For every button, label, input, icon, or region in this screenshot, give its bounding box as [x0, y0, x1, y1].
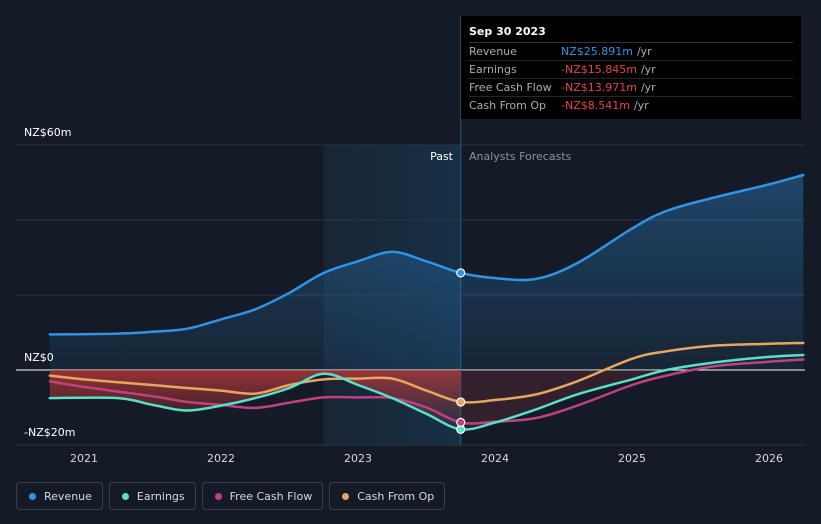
tooltip-label: Cash From Op	[469, 99, 547, 112]
x-tick-label: 2026	[755, 452, 783, 465]
tooltip-value: -NZ$13.971m	[561, 81, 637, 94]
highlight-point-cash-from-op	[456, 397, 466, 407]
forecast-label: Analysts Forecasts	[469, 150, 572, 163]
legend-item-cash-from-op[interactable]: Cash From Op	[329, 482, 446, 510]
revenue-area	[49, 175, 804, 370]
legend-label: Revenue	[44, 489, 92, 503]
tooltip-label: Revenue	[469, 45, 517, 58]
legend-label: Cash From Op	[357, 489, 435, 503]
tooltip-value: NZ$25.891m	[561, 45, 633, 58]
x-tick-label: 2021	[70, 452, 98, 465]
tooltip-unit: /yr	[640, 81, 656, 94]
tooltip-label: Earnings	[469, 63, 517, 76]
tooltip-value: -NZ$8.541m	[561, 99, 630, 112]
tooltip-row-free-cash-flow: Free Cash Flow -NZ$13.971m /yr	[469, 79, 793, 97]
legend-item-earnings[interactable]: Earnings	[108, 482, 196, 510]
tooltip: Sep 30 2023 Revenue NZ$25.891m /yr Earni…	[461, 16, 801, 119]
x-tick-label: 2025	[618, 452, 646, 465]
legend-dot-icon	[342, 492, 350, 500]
legend-label: Free Cash Flow	[229, 489, 313, 503]
y-label-bottom: -NZ$20m	[24, 426, 75, 439]
y-label-top: NZ$60m	[24, 126, 71, 139]
tooltip-unit: /yr	[636, 45, 652, 58]
tooltip-value: -NZ$15.845m	[561, 63, 637, 76]
tooltip-unit: /yr	[633, 99, 649, 112]
tooltip-date: Sep 30 2023	[469, 24, 793, 43]
legend-label: Earnings	[136, 489, 185, 503]
tooltip-row-revenue: Revenue NZ$25.891m /yr	[469, 43, 793, 61]
past-label: Past	[430, 150, 454, 163]
earnings-forecast-negative-area	[460, 370, 667, 430]
x-tick-label: 2023	[344, 452, 372, 465]
x-tick-label: 2022	[207, 452, 235, 465]
legend-dot-icon	[121, 492, 129, 500]
series-line-cash-from-op	[48, 341, 805, 404]
legend: Revenue Earnings Free Cash Flow Cash Fro…	[16, 482, 446, 510]
x-tick-label: 2024	[481, 452, 509, 465]
legend-item-revenue[interactable]: Revenue	[16, 482, 103, 510]
legend-item-free-cash-flow[interactable]: Free Cash Flow	[201, 482, 324, 510]
series-line-revenue	[48, 173, 805, 336]
highlight-point-free-cash-flow	[456, 417, 466, 427]
highlight-point-revenue	[456, 268, 466, 278]
tooltip-label: Free Cash Flow	[469, 81, 552, 94]
series-line-earnings	[48, 353, 805, 431]
legend-dot-icon	[214, 492, 222, 500]
legend-dot-icon	[29, 492, 36, 500]
tooltip-row-cash-from-op: Cash From Op -NZ$8.541m /yr	[469, 97, 793, 114]
y-label-zero: NZ$0	[24, 351, 54, 364]
chart: NZ$60m NZ$0 -NZ$20m Past Analysts Foreca…	[16, 16, 805, 465]
tooltip-unit: /yr	[640, 63, 656, 76]
series-line-free-cash-flow	[48, 358, 805, 425]
tooltip-row-earnings: Earnings -NZ$15.845m /yr	[469, 61, 793, 79]
